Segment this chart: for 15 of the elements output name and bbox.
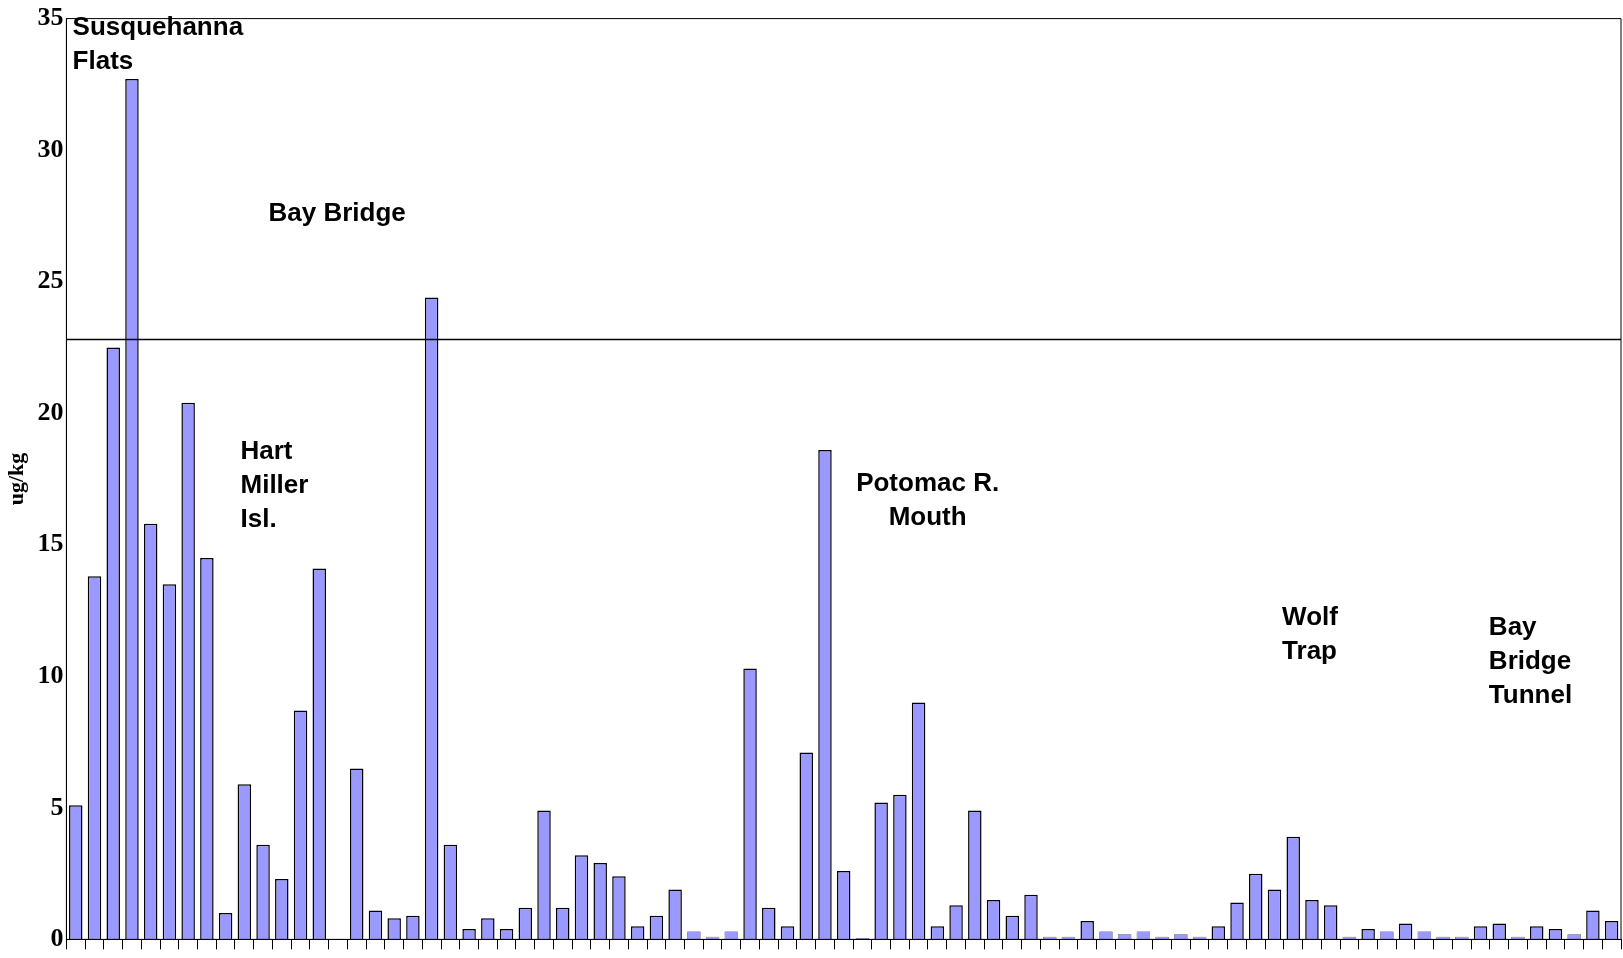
y-axis-title: ug/kg [2,452,28,506]
annotation: Bay Bridge [268,197,406,228]
annotation: Bay Bridge Tunnel [1488,611,1573,710]
y-tick-label: 20 [37,396,64,426]
y-tick-label: 35 [37,2,64,32]
y-tick-label: 5 [50,791,64,821]
y-tick-label: 0 [50,923,64,953]
y-tick-label: 25 [37,265,64,295]
y-tick-label: 15 [37,528,64,558]
y-tick-label: 30 [37,133,64,163]
annotation: Potomac R. Mouth [856,466,1000,531]
y-tick-label: 10 [37,660,64,690]
annotation: Hart Miller Isl. [240,434,309,533]
annotation: Wolf Trap [1282,601,1339,666]
annotation: Susquehanna Flats [72,11,244,76]
